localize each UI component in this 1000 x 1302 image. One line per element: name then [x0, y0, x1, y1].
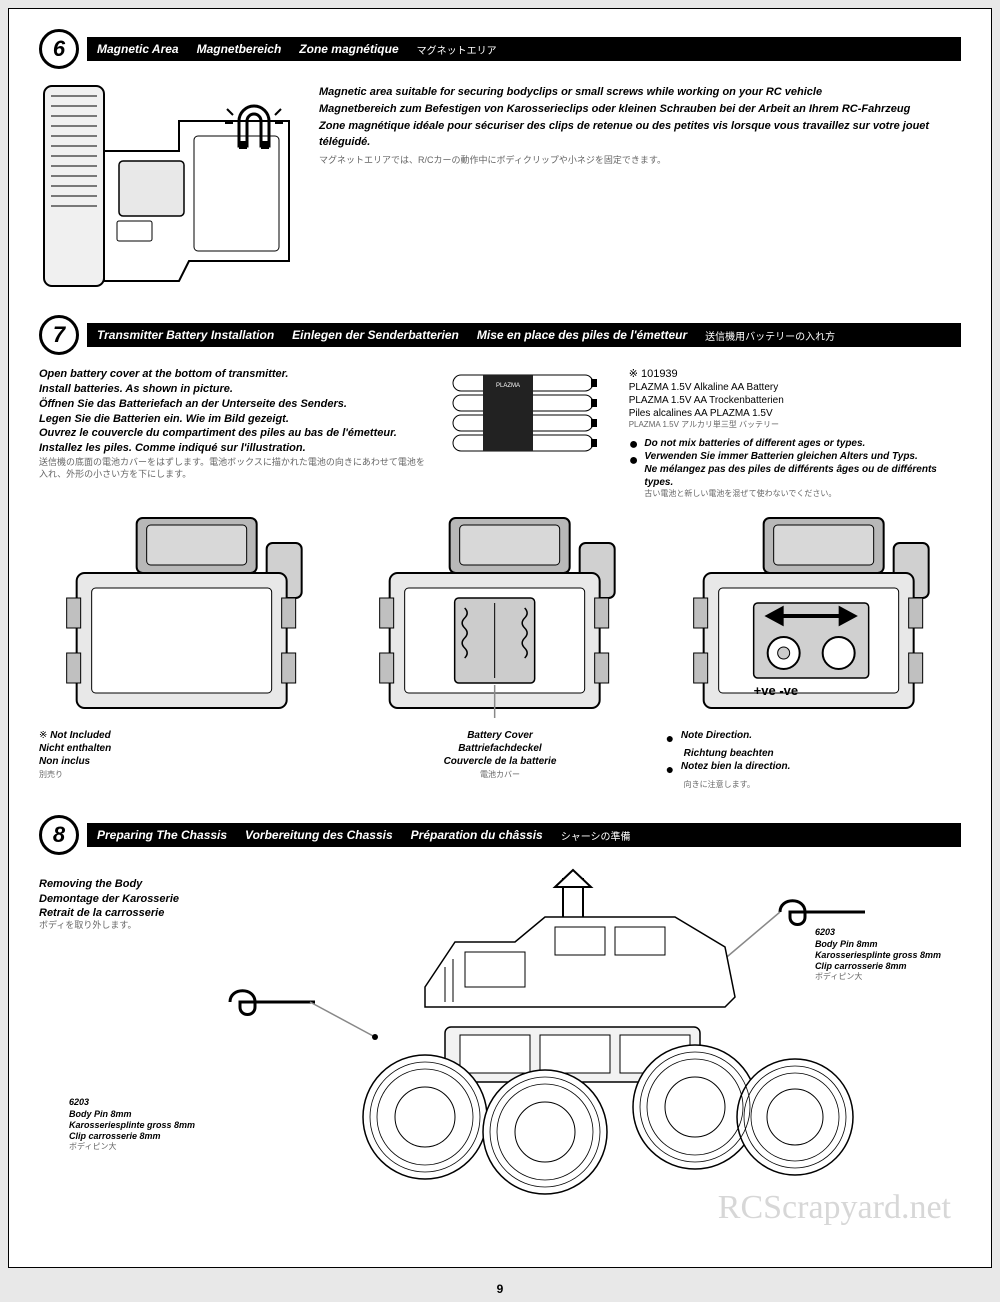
direction-jp: 向きに注意します。 — [684, 780, 755, 789]
title-jp: マグネットエリア — [417, 42, 497, 57]
instr-en-1: Open battery cover at the bottom of tran… — [39, 367, 427, 382]
battery-instructions: Open battery cover at the bottom of tran… — [39, 367, 427, 499]
step-number-circle: 7 — [39, 315, 79, 355]
remove-body-text: Removing the Body Demontage der Karosser… — [39, 867, 199, 932]
part-fr: Piles alcalines AA PLAZMA 1.5V — [629, 407, 961, 420]
not-included-jp: 別売り — [39, 770, 63, 779]
svg-text:PLAZMA: PLAZMA — [496, 383, 520, 389]
step-8-header: 8 Preparing The Chassis Vorbereitung des… — [39, 815, 961, 855]
tx-bottom-closed-diagram: ※ Not Included Nicht enthalten Non inclu… — [39, 513, 334, 791]
caution-icon: ● — [666, 729, 674, 747]
aa-batteries-diagram: PLAZMA — [443, 367, 613, 457]
remove-en: Removing the Body — [39, 877, 199, 891]
battery-part-info: ※ 101939 PLAZMA 1.5V Alkaline AA Battery… — [629, 367, 961, 499]
part-en: PLAZMA 1.5V Alkaline AA Battery — [629, 381, 961, 394]
title-fr: Mise en place des piles de l'émetteur — [477, 328, 687, 342]
section-6-description: Magnetic area suitable for securing body… — [319, 81, 961, 291]
pin-fr: Clip carrosserie 8mm — [69, 1131, 195, 1142]
part-number: ※ 101939 — [629, 367, 961, 381]
direction-fr: Notez bien la direction. — [681, 761, 790, 772]
tx-bottom-polarity-diagram: +ve -ve ● Note Direction. Richtung beach… — [666, 513, 961, 791]
polarity-text: +ve -ve — [754, 683, 798, 698]
desc-de: Magnetbereich zum Befestigen von Karosse… — [319, 102, 961, 118]
instr-de-1: Öffnen Sie das Batteriefach an der Unter… — [39, 397, 427, 412]
section-7: 7 Transmitter Battery Installation Einle… — [39, 315, 961, 791]
not-included-fr: Non inclus — [39, 756, 90, 767]
step-number-circle: 6 — [39, 29, 79, 69]
direction-en: Note Direction. — [681, 730, 752, 741]
instr-en-2: Install batteries. As shown in picture. — [39, 382, 427, 397]
step-6-header: 6 Magnetic Area Magnetbereich Zone magné… — [39, 29, 961, 69]
title-en: Transmitter Battery Installation — [97, 328, 274, 342]
title-fr: Préparation du châssis — [411, 828, 543, 842]
caution-icon: ● — [666, 760, 674, 778]
remove-jp: ボディを取り外します。 — [39, 920, 199, 932]
title-jp: 送信機用バッテリーの入れ方 — [705, 328, 835, 343]
not-included-de: Nicht enthalten — [39, 743, 111, 754]
remove-de: Demontage der Karosserie — [39, 892, 199, 906]
title-en: Preparing The Chassis — [97, 828, 227, 842]
pin-de: Karosseriesplinte gross 8mm — [815, 950, 941, 961]
part-jp: PLAZMA 1.5V アルカリ単三型 バッテリー — [629, 420, 961, 430]
step-number-circle: 8 — [39, 815, 79, 855]
desc-jp: マグネットエリアでは、R/Cカーの動作中にボディクリップや小ネジを固定できます。 — [319, 154, 961, 167]
pin-en: Body Pin 8mm — [69, 1109, 195, 1120]
warn-fr: Ne mélangez pas des piles de différents … — [644, 463, 961, 489]
magnet-icon — [219, 91, 289, 161]
title-fr: Zone magnétique — [299, 42, 398, 56]
chassis-diagram — [209, 867, 961, 1197]
pin-de: Karosseriesplinte gross 8mm — [69, 1120, 195, 1131]
tx-bottom-open-diagram: Battery Cover Battriefachdeckel Couvercl… — [352, 513, 647, 791]
instr-jp: 送信機の底面の電池カバーをはずします。電池ボックスに描かれた電池の向きにあわせて… — [39, 456, 427, 480]
pin-jp: ボディピン大 — [69, 1142, 195, 1152]
caution-icon: ●● — [629, 437, 639, 499]
title-jp: シャーシの準備 — [561, 828, 631, 843]
title-de: Einlegen der Senderbatterien — [292, 328, 459, 342]
desc-fr: Zone magnétique idéale pour sécuriser de… — [319, 119, 961, 151]
title-de: Vorbereitung des Chassis — [245, 828, 393, 842]
pin-en: Body Pin 8mm — [815, 939, 941, 950]
step-title-bar: Preparing The Chassis Vorbereitung des C… — [87, 823, 961, 847]
warn-en: Do not mix batteries of different ages o… — [644, 437, 961, 450]
pin-fr: Clip carrosserie 8mm — [815, 961, 941, 972]
pin-part-no: 6203 — [69, 1097, 195, 1108]
remove-fr: Retrait de la carrosserie — [39, 906, 199, 920]
section-6: 6 Magnetic Area Magnetbereich Zone magné… — [39, 29, 961, 291]
instr-fr-2: Installez les piles. Comme indiqué sur l… — [39, 441, 427, 456]
battery-cover-en: Battery Cover — [467, 730, 533, 741]
section-8: 8 Preparing The Chassis Vorbereitung des… — [39, 815, 961, 1197]
step-title-bar: Magnetic Area Magnetbereich Zone magnéti… — [87, 37, 961, 61]
step-title-bar: Transmitter Battery Installation Einlege… — [87, 323, 961, 347]
instr-de-2: Legen Sie die Batterien ein. Wie im Bild… — [39, 412, 427, 427]
transmitter-top-diagram — [39, 81, 299, 291]
title-en: Magnetic Area — [97, 42, 179, 56]
part-de: PLAZMA 1.5V AA Trockenbatterien — [629, 394, 961, 407]
not-included-en: Not Included — [50, 730, 111, 741]
battery-cover-fr: Couvercle de la batterie — [444, 756, 557, 767]
body-pin-label-right: 6203 Body Pin 8mm Karosseriesplinte gros… — [815, 927, 941, 982]
battery-cover-de: Battriefachdeckel — [458, 743, 541, 754]
battery-cover-jp: 電池カバー — [480, 770, 520, 779]
pin-jp: ボディピン大 — [815, 972, 941, 982]
warn-jp: 古い電池と新しい電池を混ぜて使わないでください。 — [644, 489, 961, 499]
pin-part-no: 6203 — [815, 927, 941, 938]
manual-page: 6 Magnetic Area Magnetbereich Zone magné… — [8, 8, 992, 1268]
body-pin-label-left: 6203 Body Pin 8mm Karosseriesplinte gros… — [69, 1097, 195, 1152]
warn-de: Verwenden Sie immer Batterien gleichen A… — [644, 450, 961, 463]
note-mark: ※ — [39, 730, 47, 741]
instr-fr-1: Ouvrez le couvercle du compartiment des … — [39, 426, 427, 441]
desc-en: Magnetic area suitable for securing body… — [319, 85, 961, 101]
direction-de: Richtung beachten — [684, 748, 774, 759]
title-de: Magnetbereich — [197, 42, 282, 56]
step-7-header: 7 Transmitter Battery Installation Einle… — [39, 315, 961, 355]
